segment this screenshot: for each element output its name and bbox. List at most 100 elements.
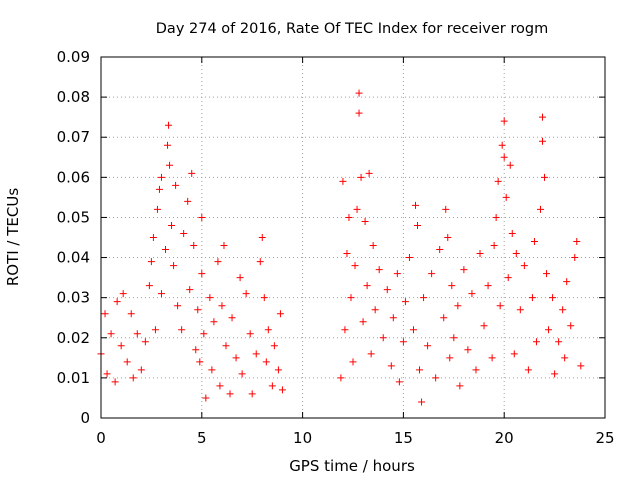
data-point: [232, 354, 240, 362]
data-point: [442, 205, 450, 213]
data-point: [541, 173, 549, 181]
y-tick-labels: 0 0.01 0.02 0.03 0.04 0.05 0.06 0.07 0.08 0.09: [57, 48, 90, 427]
data-point: [448, 282, 456, 290]
data-point: [153, 205, 161, 213]
x-tick-label: 20: [495, 429, 514, 447]
data-point: [119, 290, 127, 298]
data-point: [516, 306, 524, 314]
data-point: [420, 294, 428, 302]
data-point: [170, 262, 178, 270]
y-tick-label: 0.04: [57, 249, 90, 267]
data-point: [174, 302, 182, 310]
data-point: [424, 342, 432, 350]
data-point: [539, 137, 547, 145]
data-point: [444, 234, 452, 241]
data-point: [242, 290, 250, 298]
data-point: [196, 358, 204, 366]
data-point: [353, 205, 361, 213]
data-point: [359, 318, 367, 326]
data-point: [571, 254, 579, 262]
data-point: [206, 294, 214, 302]
data-point: [428, 270, 436, 278]
data-point: [532, 338, 540, 346]
data-point: [258, 234, 266, 241]
data-point: [184, 197, 192, 205]
data-point: [349, 358, 357, 366]
data-point: [393, 270, 401, 278]
data-point: [341, 326, 349, 334]
data-point: [246, 330, 254, 338]
data-point: [186, 286, 194, 294]
data-point: [264, 326, 272, 334]
data-point: [351, 262, 359, 270]
data-point: [337, 374, 345, 382]
data-point: [145, 282, 153, 290]
data-point: [401, 298, 409, 306]
data-point: [141, 338, 149, 346]
data-point: [528, 294, 536, 302]
data-point: [476, 250, 484, 258]
y-tick-label: 0: [80, 409, 90, 427]
data-point: [127, 310, 135, 318]
data-point: [198, 213, 206, 221]
data-point: [496, 302, 504, 310]
data-point: [137, 366, 145, 374]
data-point: [117, 342, 125, 350]
data-point: [103, 370, 111, 378]
data-point: [155, 185, 163, 193]
data-point: [133, 330, 141, 338]
y-tick-label: 0.08: [57, 88, 90, 106]
data-point: [129, 374, 137, 382]
data-point: [248, 390, 256, 398]
data-point: [405, 254, 413, 262]
data-point: [456, 382, 464, 390]
y-tick-label: 0.09: [57, 48, 90, 66]
data-point: [524, 366, 532, 374]
data-point: [488, 354, 496, 362]
data-point: [218, 302, 226, 310]
data-point: [270, 342, 278, 350]
data-point: [347, 294, 355, 302]
data-point: [165, 121, 173, 129]
data-point: [494, 177, 502, 185]
data-point: [276, 310, 284, 318]
data-point: [162, 246, 170, 254]
data-point: [200, 330, 208, 338]
data-point: [355, 109, 363, 117]
data-point: [468, 290, 476, 298]
y-tick-label: 0.07: [57, 128, 90, 146]
data-point: [502, 193, 510, 201]
data-point: [260, 294, 268, 302]
y-axis-label: ROTI / TECUs: [4, 188, 22, 286]
data-point: [536, 205, 544, 213]
data-point: [563, 278, 571, 286]
x-axis-label: GPS time / hours: [289, 457, 415, 475]
data-point: [157, 290, 165, 298]
data-point: [202, 394, 210, 402]
data-point: [194, 306, 202, 314]
data-point: [363, 282, 371, 290]
data-point: [432, 374, 440, 382]
data-point: [216, 382, 224, 390]
y-tick-label: 0.01: [57, 369, 90, 387]
data-point: [414, 221, 422, 229]
data-point: [484, 282, 492, 290]
data-point: [343, 250, 351, 258]
data-point: [551, 370, 559, 378]
data-point: [389, 314, 397, 322]
data-point: [506, 161, 514, 169]
data-point: [411, 201, 419, 209]
data-point: [190, 242, 198, 250]
data-point: [188, 169, 196, 177]
data-point: [123, 358, 131, 366]
data-point: [573, 238, 581, 246]
data-point: [480, 322, 488, 330]
data-point: [555, 338, 563, 346]
data-point: [520, 262, 528, 270]
data-point: [379, 334, 387, 342]
data-point: [238, 370, 246, 378]
data-point: [371, 306, 379, 314]
data-point: [440, 314, 448, 322]
x-tick-label: 0: [96, 429, 106, 447]
data-point: [178, 326, 186, 334]
